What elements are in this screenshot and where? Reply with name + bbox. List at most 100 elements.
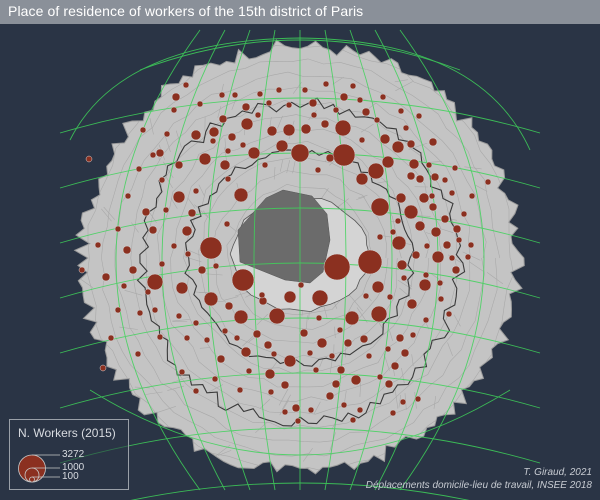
worker-bubble xyxy=(445,310,453,318)
worker-bubble xyxy=(371,280,385,294)
worker-bubble xyxy=(361,107,371,117)
worker-bubble xyxy=(114,225,122,233)
worker-bubble xyxy=(406,171,416,181)
worker-bubble xyxy=(258,296,268,306)
worker-bubble xyxy=(203,291,219,307)
credit-source: Déplacements domicile-lieu de travail, I… xyxy=(365,480,592,491)
worker-bubble xyxy=(120,282,128,290)
worker-bubble xyxy=(297,281,305,289)
worker-bubble xyxy=(316,337,328,349)
worker-bubble xyxy=(403,204,419,220)
worker-bubble xyxy=(184,250,192,258)
worker-bubble xyxy=(310,111,318,119)
worker-bubble xyxy=(397,107,405,115)
worker-bubble xyxy=(430,172,440,182)
worker-bubble xyxy=(107,334,115,342)
worker-bubble xyxy=(151,306,159,314)
worker-bubble xyxy=(349,82,357,90)
worker-bubble xyxy=(192,387,200,395)
worker-bubble xyxy=(415,112,423,120)
worker-bubble xyxy=(227,132,237,142)
worker-bubble xyxy=(149,151,157,159)
worker-bubble xyxy=(379,133,391,145)
worker-bubble xyxy=(373,116,381,124)
department-boundary-outer xyxy=(136,97,466,427)
worker-bubble xyxy=(290,143,310,163)
worker-bubble xyxy=(203,336,211,344)
worker-bubble xyxy=(240,346,252,358)
worker-bubble xyxy=(144,288,152,296)
worker-bubble xyxy=(381,155,395,169)
worker-bubble xyxy=(332,106,340,114)
worker-bubble xyxy=(148,225,158,235)
worker-bubble xyxy=(174,160,184,170)
worker-bubble xyxy=(258,291,266,299)
worker-bubble xyxy=(332,143,356,167)
worker-bubble xyxy=(356,406,364,414)
worker-bubble xyxy=(283,354,297,368)
worker-bubble xyxy=(240,117,254,131)
worker-bubble xyxy=(406,139,416,149)
worker-bubble xyxy=(270,350,278,358)
worker-bubbles xyxy=(78,80,492,425)
worker-bubble xyxy=(349,416,357,424)
worker-bubble xyxy=(162,206,170,214)
worker-bubble xyxy=(190,129,202,141)
worker-bubble xyxy=(155,148,165,158)
worker-bubble xyxy=(216,354,226,364)
worker-bubble xyxy=(379,93,387,101)
worker-bubble xyxy=(376,233,384,241)
worker-bubble xyxy=(85,155,93,163)
worker-bubble xyxy=(136,309,144,317)
worker-bubble xyxy=(223,220,231,228)
worker-bubble xyxy=(224,175,232,183)
worker-bubble xyxy=(175,281,189,295)
worker-bubble xyxy=(370,305,388,323)
worker-bubble xyxy=(170,106,178,114)
worker-bubble xyxy=(181,225,193,237)
worker-bubble xyxy=(428,137,438,147)
worker-bubble xyxy=(219,159,231,171)
worker-bubble xyxy=(428,202,438,212)
worker-bubble xyxy=(312,366,320,374)
worker-bubble xyxy=(212,262,220,270)
worker-bubble xyxy=(199,236,223,260)
worker-bubble xyxy=(384,379,394,389)
worker-bubble xyxy=(308,98,318,108)
worker-bubble xyxy=(233,334,241,342)
worker-bubble xyxy=(411,250,421,260)
worker-bubble xyxy=(452,224,462,234)
worker-bubble xyxy=(408,158,420,170)
worker-bubble xyxy=(467,241,475,249)
worker-bubble xyxy=(414,395,422,403)
worker-bubble xyxy=(448,189,456,197)
worker-bubble xyxy=(183,334,191,342)
worker-bubble xyxy=(208,126,220,138)
worker-bubble xyxy=(468,192,476,200)
worker-bubble xyxy=(409,331,417,339)
worker-bubble xyxy=(254,111,262,119)
worker-bubble xyxy=(299,328,309,338)
worker-bubble xyxy=(233,187,249,203)
legend-circle-small xyxy=(29,476,35,483)
worker-bubble xyxy=(175,312,183,320)
worker-bubble xyxy=(241,102,251,112)
worker-bubble xyxy=(139,126,147,134)
worker-bubble xyxy=(224,301,234,311)
worker-bubble xyxy=(182,81,190,89)
worker-bubble xyxy=(101,272,111,282)
legend-value-large: 3272 xyxy=(62,449,85,460)
worker-bubble xyxy=(391,235,407,251)
worker-bubble xyxy=(328,352,336,360)
worker-bubble xyxy=(395,333,405,343)
worker-bubble xyxy=(400,348,410,358)
worker-bubble xyxy=(315,314,323,322)
worker-bubble xyxy=(389,228,397,236)
worker-bubble xyxy=(367,162,385,180)
worker-bubble xyxy=(192,319,200,327)
worker-bubble xyxy=(414,220,426,232)
worker-bubble xyxy=(418,192,430,204)
worker-bubble xyxy=(239,141,247,149)
worker-bubble xyxy=(365,352,373,360)
